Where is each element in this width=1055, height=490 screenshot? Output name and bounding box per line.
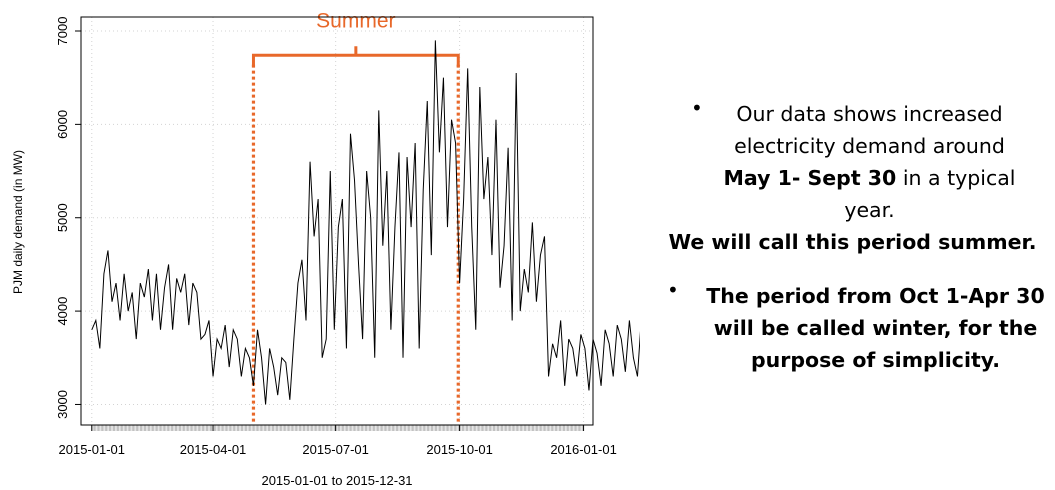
- x-tick-label: 2016-01-01: [550, 442, 617, 457]
- bullet-dot-2: •: [667, 278, 679, 302]
- bullet-winter: • The period from Oct 1-Apr 30 will be c…: [655, 278, 1050, 376]
- demand-chart: Summer 3000 4000 5000 6000 7000 2015-01-01 201…: [11, 9, 640, 488]
- bullet-summer: • Our data shows increased electricity d…: [655, 96, 1050, 258]
- y-tick-label: 4000: [55, 297, 70, 326]
- y-tick-label: 7000: [55, 17, 70, 46]
- x-tick-label: 2015-01-01: [59, 442, 126, 457]
- plot-frame: [80, 16, 594, 426]
- x-axis-rug: [91, 425, 583, 431]
- note-line: Our data shows increased: [736, 102, 1003, 126]
- summer-label: Summer: [316, 9, 395, 32]
- y-axis-label: PJM daily demand (in MW): [11, 150, 25, 294]
- note-emphasis: May 1- Sept 30: [723, 166, 897, 190]
- note-line: electricity demand around: [734, 134, 1005, 158]
- axes: 3000 4000 5000 6000 7000 2015-01-01 2015-04-01…: [55, 17, 617, 457]
- note-line: We will call this period summer.: [668, 230, 1037, 254]
- bullet-dot-1: •: [691, 96, 703, 120]
- y-tick-label: 3000: [55, 390, 70, 419]
- note-text: in a typical: [896, 166, 1016, 190]
- x-tick-label: 2015-07-01: [302, 442, 369, 457]
- note-line: will be called winter, for the: [713, 316, 1038, 340]
- note-line: year.: [844, 198, 895, 222]
- note-line: The period from Oct 1-Apr 30: [706, 284, 1045, 308]
- y-tick-label: 5000: [55, 203, 70, 232]
- x-tick-label: 2015-04-01: [180, 442, 247, 457]
- note-line: May 1- Sept 30 in a typical: [655, 162, 1050, 194]
- summer-bracket: [251, 46, 460, 67]
- x-axis-label: 2015-01-01 to 2015-12-31: [261, 473, 412, 488]
- series-line: [91, 40, 640, 405]
- note-line: purpose of simplicity.: [750, 348, 1001, 372]
- y-tick-label: 6000: [55, 110, 70, 139]
- x-tick-label: 2015-10-01: [426, 442, 493, 457]
- notes-panel: • Our data shows increased electricity d…: [655, 96, 1050, 376]
